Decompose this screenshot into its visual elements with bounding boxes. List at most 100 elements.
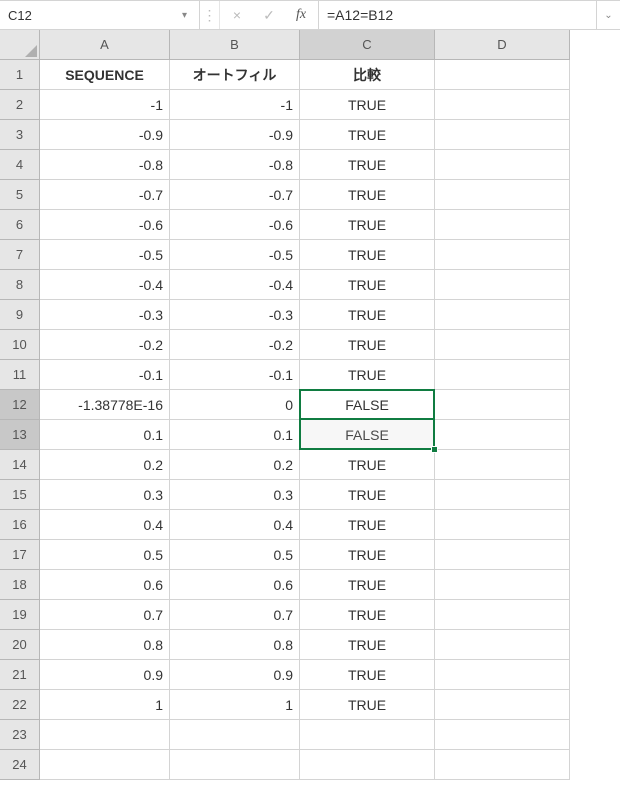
cell-B16[interactable]: 0.4 (170, 510, 300, 540)
cell-B3[interactable]: -0.9 (170, 120, 300, 150)
cell-A9[interactable]: -0.3 (40, 300, 170, 330)
cell-C7[interactable]: TRUE (300, 240, 435, 270)
cell-B10[interactable]: -0.2 (170, 330, 300, 360)
cell-C17[interactable]: TRUE (300, 540, 435, 570)
cell-A7[interactable]: -0.5 (40, 240, 170, 270)
row-header-17[interactable]: 17 (0, 540, 40, 570)
col-header-A[interactable]: A (40, 30, 170, 60)
cell-D6[interactable] (435, 210, 570, 240)
cell-C5[interactable]: TRUE (300, 180, 435, 210)
cell-D1[interactable] (435, 60, 570, 90)
cell-C15[interactable]: TRUE (300, 480, 435, 510)
cell-B7[interactable]: -0.5 (170, 240, 300, 270)
cell-C24[interactable] (300, 750, 435, 780)
select-all-triangle[interactable] (0, 30, 40, 60)
cell-A15[interactable]: 0.3 (40, 480, 170, 510)
cell-C20[interactable]: TRUE (300, 630, 435, 660)
cell-B14[interactable]: 0.2 (170, 450, 300, 480)
row-header-6[interactable]: 6 (0, 210, 40, 240)
cell-C2[interactable]: TRUE (300, 90, 435, 120)
cell-A3[interactable]: -0.9 (40, 120, 170, 150)
cell-B5[interactable]: -0.7 (170, 180, 300, 210)
cell-B11[interactable]: -0.1 (170, 360, 300, 390)
cell-B15[interactable]: 0.3 (170, 480, 300, 510)
cell-A13[interactable]: 0.1 (40, 420, 170, 450)
row-header-16[interactable]: 16 (0, 510, 40, 540)
cell-B19[interactable]: 0.7 (170, 600, 300, 630)
row-header-8[interactable]: 8 (0, 270, 40, 300)
col-header-D[interactable]: D (435, 30, 570, 60)
name-box[interactable]: C12 ▾ (0, 1, 200, 29)
cell-C6[interactable]: TRUE (300, 210, 435, 240)
cell-C13[interactable]: FALSE (300, 420, 435, 450)
cell-A20[interactable]: 0.8 (40, 630, 170, 660)
cell-B22[interactable]: 1 (170, 690, 300, 720)
row-header-4[interactable]: 4 (0, 150, 40, 180)
cell-A16[interactable]: 0.4 (40, 510, 170, 540)
cell-B20[interactable]: 0.8 (170, 630, 300, 660)
cell-C11[interactable]: TRUE (300, 360, 435, 390)
cell-D10[interactable] (435, 330, 570, 360)
cell-D11[interactable] (435, 360, 570, 390)
cell-D17[interactable] (435, 540, 570, 570)
confirm-icon[interactable]: ✓ (258, 4, 280, 26)
row-header-1[interactable]: 1 (0, 60, 40, 90)
cell-D15[interactable] (435, 480, 570, 510)
row-header-12[interactable]: 12 (0, 390, 40, 420)
cell-D24[interactable] (435, 750, 570, 780)
row-header-10[interactable]: 10 (0, 330, 40, 360)
cell-A21[interactable]: 0.9 (40, 660, 170, 690)
cell-C4[interactable]: TRUE (300, 150, 435, 180)
row-header-21[interactable]: 21 (0, 660, 40, 690)
cell-D8[interactable] (435, 270, 570, 300)
row-header-18[interactable]: 18 (0, 570, 40, 600)
chevron-down-icon[interactable]: ▾ (178, 10, 191, 21)
row-header-14[interactable]: 14 (0, 450, 40, 480)
cell-A4[interactable]: -0.8 (40, 150, 170, 180)
cell-A6[interactable]: -0.6 (40, 210, 170, 240)
cell-C22[interactable]: TRUE (300, 690, 435, 720)
cell-A10[interactable]: -0.2 (40, 330, 170, 360)
cell-C19[interactable]: TRUE (300, 600, 435, 630)
cell-C23[interactable] (300, 720, 435, 750)
cell-B6[interactable]: -0.6 (170, 210, 300, 240)
cell-C21[interactable]: TRUE (300, 660, 435, 690)
cell-A8[interactable]: -0.4 (40, 270, 170, 300)
cell-A24[interactable] (40, 750, 170, 780)
row-header-7[interactable]: 7 (0, 240, 40, 270)
cell-A17[interactable]: 0.5 (40, 540, 170, 570)
cell-C9[interactable]: TRUE (300, 300, 435, 330)
cell-A18[interactable]: 0.6 (40, 570, 170, 600)
cell-B21[interactable]: 0.9 (170, 660, 300, 690)
cell-D12[interactable] (435, 390, 570, 420)
cell-D3[interactable] (435, 120, 570, 150)
cell-C18[interactable]: TRUE (300, 570, 435, 600)
cell-C16[interactable]: TRUE (300, 510, 435, 540)
cell-A23[interactable] (40, 720, 170, 750)
cell-B12[interactable]: 0 (170, 390, 300, 420)
row-header-5[interactable]: 5 (0, 180, 40, 210)
cell-A22[interactable]: 1 (40, 690, 170, 720)
cell-D13[interactable] (435, 420, 570, 450)
cell-C14[interactable]: TRUE (300, 450, 435, 480)
cell-D16[interactable] (435, 510, 570, 540)
cancel-icon[interactable]: × (226, 4, 248, 26)
cell-A11[interactable]: -0.1 (40, 360, 170, 390)
cell-D18[interactable] (435, 570, 570, 600)
row-header-19[interactable]: 19 (0, 600, 40, 630)
cell-D23[interactable] (435, 720, 570, 750)
cell-D2[interactable] (435, 90, 570, 120)
row-header-15[interactable]: 15 (0, 480, 40, 510)
cell-D7[interactable] (435, 240, 570, 270)
cell-D4[interactable] (435, 150, 570, 180)
formula-input[interactable]: =A12=B12 (319, 1, 596, 29)
cell-D9[interactable] (435, 300, 570, 330)
cell-D19[interactable] (435, 600, 570, 630)
fx-icon[interactable]: fx (290, 4, 312, 26)
cell-B1[interactable]: オートフィル (170, 60, 300, 90)
cell-B24[interactable] (170, 750, 300, 780)
row-header-2[interactable]: 2 (0, 90, 40, 120)
cell-D21[interactable] (435, 660, 570, 690)
cell-D5[interactable] (435, 180, 570, 210)
cell-A19[interactable]: 0.7 (40, 600, 170, 630)
